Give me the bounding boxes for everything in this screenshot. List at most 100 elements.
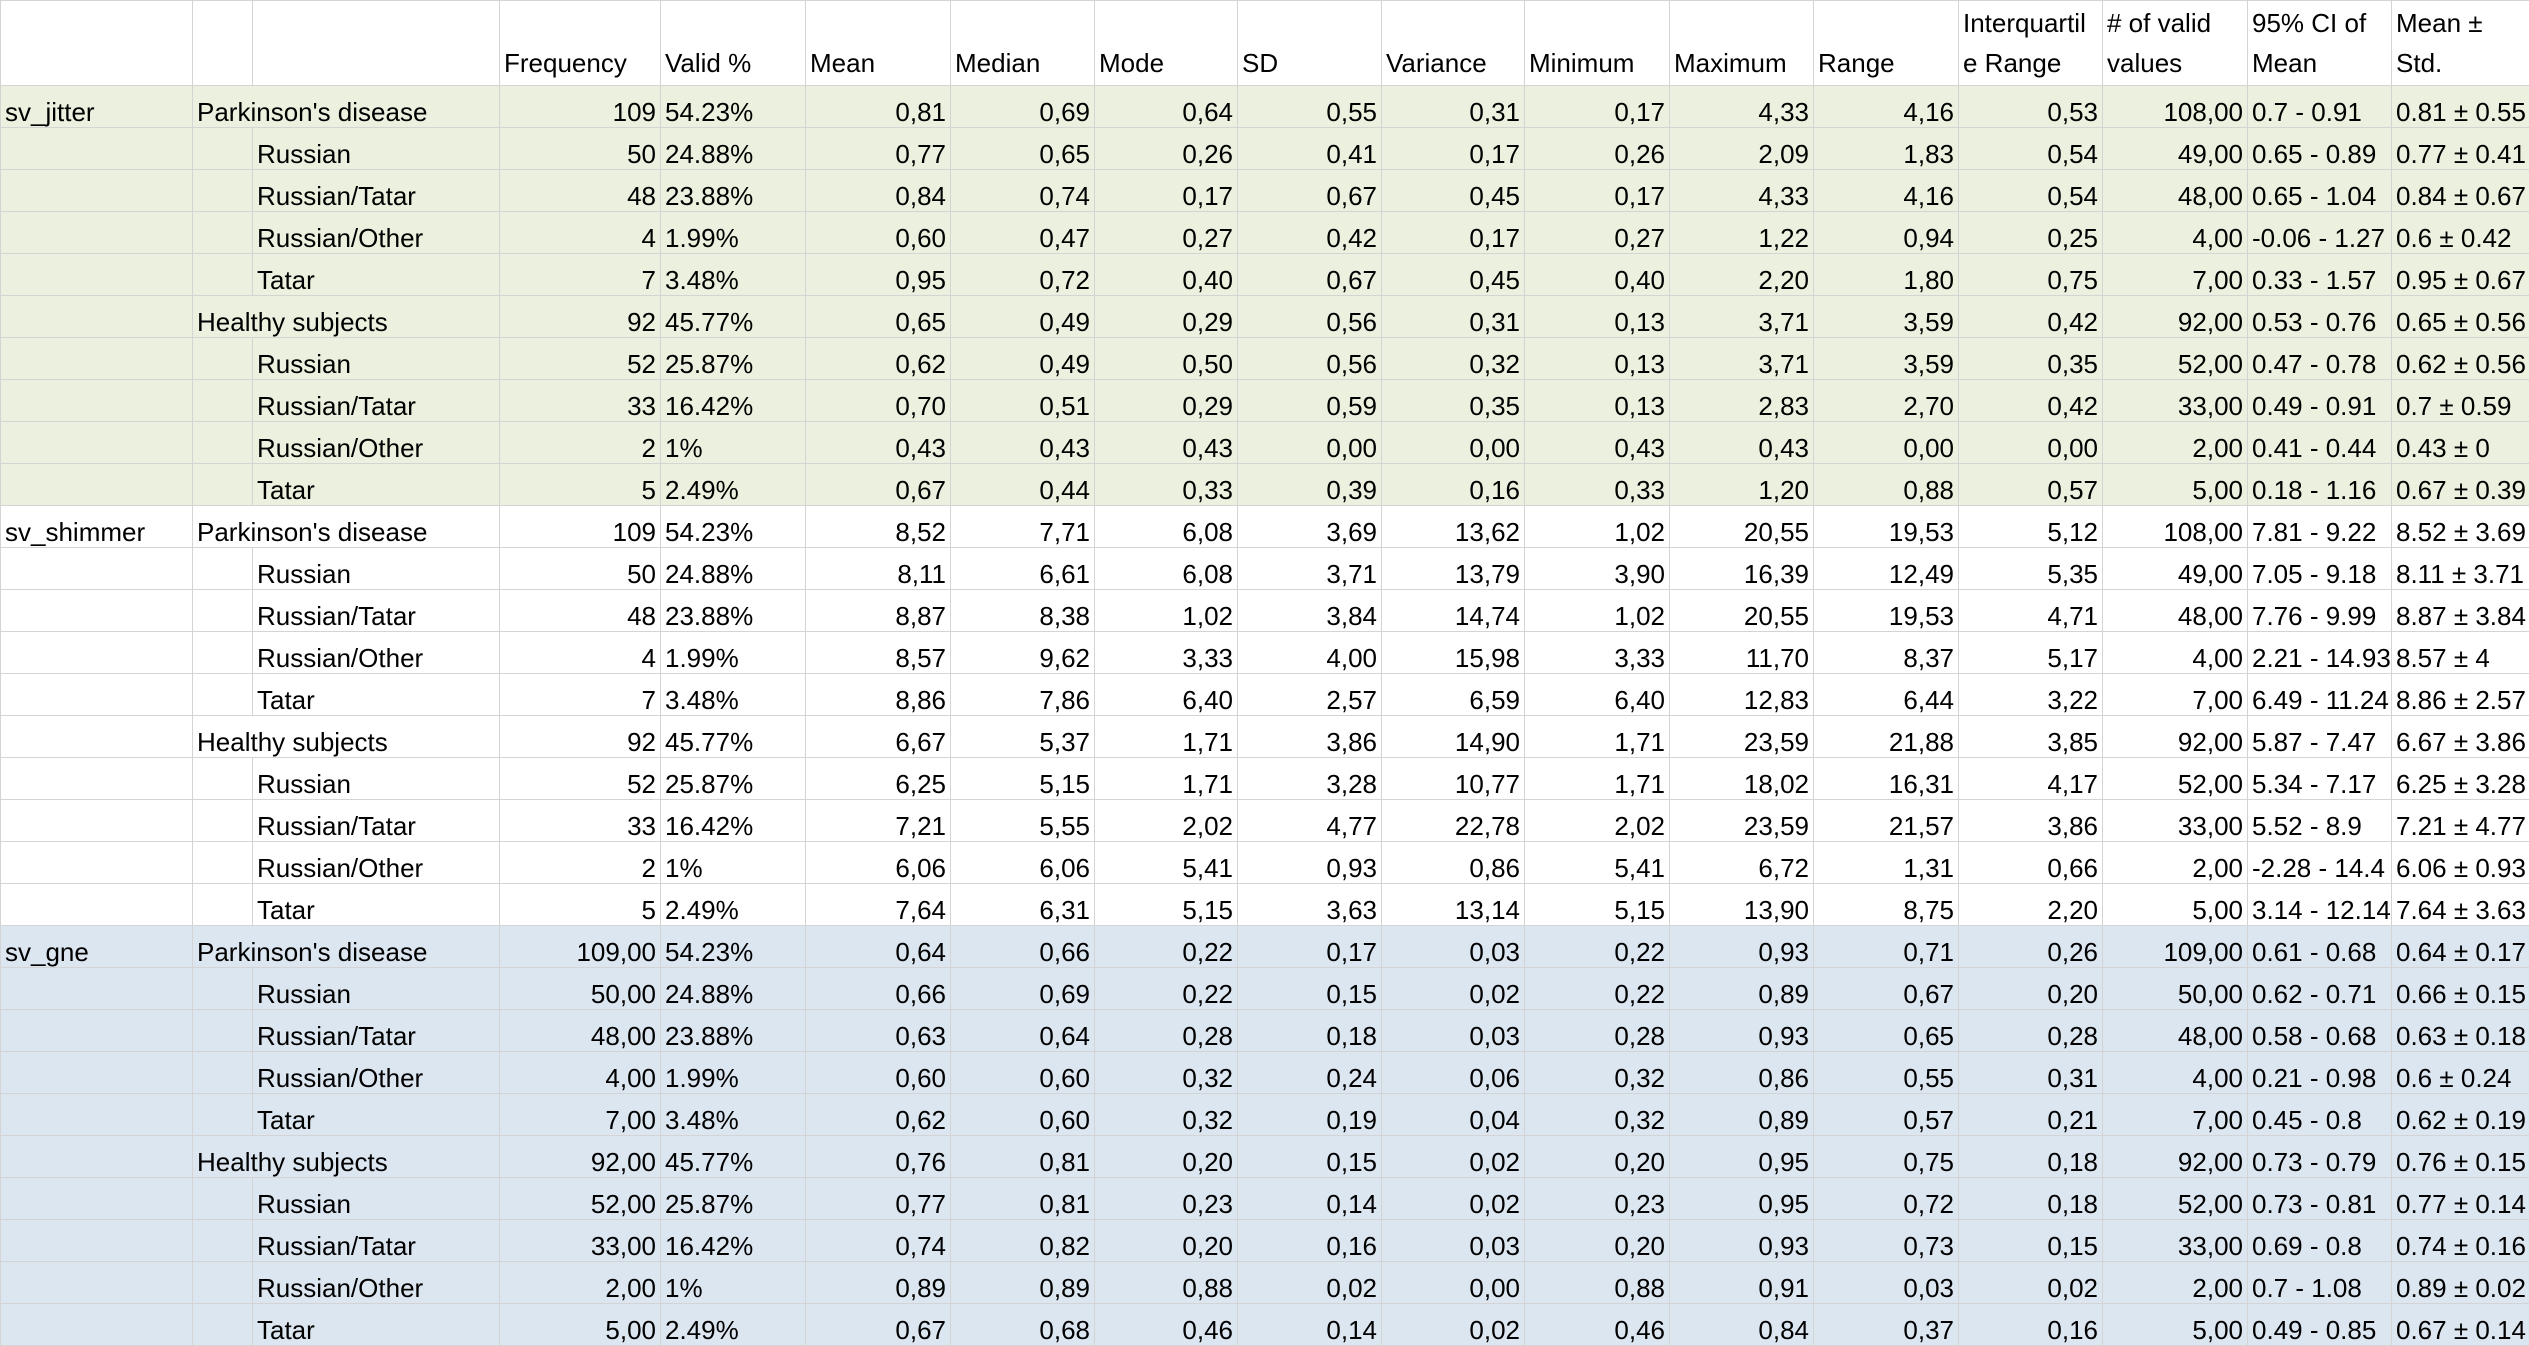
value-cell: 50,00 — [2103, 968, 2248, 1010]
value-cell: 52,00 — [2103, 1178, 2248, 1220]
column-header: Minimum — [1525, 1, 1670, 86]
empty-cell — [1, 632, 193, 674]
empty-cell — [1, 1052, 193, 1094]
value-cell: 0,46 — [1525, 1304, 1670, 1346]
value-cell: 0,76 — [806, 1136, 951, 1178]
value-cell: 1,02 — [1525, 590, 1670, 632]
value-cell: 0.74 ± 0.16 — [2392, 1220, 2529, 1262]
value-cell: 0.7 ± 0.59 — [2392, 380, 2529, 422]
value-cell: 8,37 — [1814, 632, 1959, 674]
value-cell: 4,00 — [1238, 632, 1382, 674]
value-cell: 0.53 - 0.76 — [2248, 296, 2392, 338]
value-cell: 52 — [500, 758, 661, 800]
value-cell: 0,39 — [1238, 464, 1382, 506]
value-cell: 0,62 — [806, 1094, 951, 1136]
value-cell: 0,84 — [1670, 1304, 1814, 1346]
value-cell: 19,53 — [1814, 590, 1959, 632]
empty-cell — [193, 254, 253, 296]
subgroup-name: Tatar — [253, 464, 500, 506]
value-cell: 23.88% — [661, 590, 806, 632]
value-cell: 0,95 — [806, 254, 951, 296]
value-cell: 2,83 — [1670, 380, 1814, 422]
value-cell: 8.52 ± 3.69 — [2392, 506, 2529, 548]
empty-cell — [1, 254, 193, 296]
empty-cell — [193, 758, 253, 800]
value-cell: 0,32 — [1095, 1052, 1238, 1094]
value-cell: 23.88% — [661, 170, 806, 212]
value-cell: 0.73 - 0.79 — [2248, 1136, 2392, 1178]
value-cell: 3.14 - 12.14 — [2248, 884, 2392, 926]
value-cell: 0,74 — [806, 1220, 951, 1262]
empty-cell — [1, 1304, 193, 1346]
column-header: Mean ± Std. — [2392, 1, 2529, 86]
value-cell: 92,00 — [2103, 716, 2248, 758]
value-cell: 0,02 — [1382, 1304, 1525, 1346]
empty-cell — [193, 674, 253, 716]
value-cell: 0,94 — [1814, 212, 1959, 254]
value-cell: 21,88 — [1814, 716, 1959, 758]
empty-cell — [1, 674, 193, 716]
value-cell: 3,63 — [1238, 884, 1382, 926]
value-cell: 0,93 — [1238, 842, 1382, 884]
value-cell: 3,33 — [1095, 632, 1238, 674]
value-cell: 0,15 — [1238, 968, 1382, 1010]
column-header: Maximum — [1670, 1, 1814, 86]
value-cell: 0,23 — [1525, 1178, 1670, 1220]
column-header: # of valid values — [2103, 1, 2248, 86]
value-cell: 4,00 — [2103, 212, 2248, 254]
value-cell: 49,00 — [2103, 548, 2248, 590]
value-cell: 14,90 — [1382, 716, 1525, 758]
value-cell: 8,52 — [806, 506, 951, 548]
value-cell: 0,89 — [806, 1262, 951, 1304]
value-cell: 0,40 — [1095, 254, 1238, 296]
value-cell: 3,86 — [1238, 716, 1382, 758]
value-cell: 0,33 — [1095, 464, 1238, 506]
subgroup-name: Russian/Tatar — [253, 800, 500, 842]
value-cell: 23,59 — [1670, 716, 1814, 758]
value-cell: 0.81 ± 0.55 — [2392, 86, 2529, 128]
value-cell: 6,40 — [1525, 674, 1670, 716]
value-cell: 3,59 — [1814, 296, 1959, 338]
value-cell: 1,02 — [1525, 506, 1670, 548]
value-cell: 0.62 ± 0.56 — [2392, 338, 2529, 380]
value-cell: 0,21 — [1959, 1094, 2103, 1136]
value-cell: 0,13 — [1525, 296, 1670, 338]
value-cell: 6,40 — [1095, 674, 1238, 716]
empty-cell — [1, 716, 193, 758]
value-cell: 0,88 — [1095, 1262, 1238, 1304]
value-cell: 6,25 — [806, 758, 951, 800]
value-cell: 0,65 — [951, 128, 1095, 170]
value-cell: 0,45 — [1382, 170, 1525, 212]
empty-cell — [193, 1304, 253, 1346]
empty-cell — [1, 380, 193, 422]
empty-cell — [193, 1010, 253, 1052]
value-cell: 54.23% — [661, 86, 806, 128]
value-cell: 0,00 — [1382, 422, 1525, 464]
value-cell: 0,15 — [1959, 1220, 2103, 1262]
value-cell: 0,88 — [1814, 464, 1959, 506]
value-cell: 0,17 — [1382, 212, 1525, 254]
value-cell: 1,20 — [1670, 464, 1814, 506]
value-cell: 1.99% — [661, 632, 806, 674]
value-cell: 5,00 — [2103, 884, 2248, 926]
value-cell: 6.67 ± 3.86 — [2392, 716, 2529, 758]
value-cell: 2,00 — [500, 1262, 661, 1304]
value-cell: 52,00 — [2103, 758, 2248, 800]
empty-cell — [1, 212, 193, 254]
value-cell: 4,16 — [1814, 170, 1959, 212]
value-cell: 0,57 — [1814, 1094, 1959, 1136]
value-cell: 1,71 — [1525, 716, 1670, 758]
value-cell: 0,27 — [1095, 212, 1238, 254]
value-cell: 109 — [500, 506, 661, 548]
value-cell: 0,50 — [1095, 338, 1238, 380]
value-cell: 33,00 — [2103, 800, 2248, 842]
value-cell: 92 — [500, 716, 661, 758]
variable-name: sv_jitter — [1, 86, 193, 128]
value-cell: 5,12 — [1959, 506, 2103, 548]
value-cell: 0,56 — [1238, 296, 1382, 338]
